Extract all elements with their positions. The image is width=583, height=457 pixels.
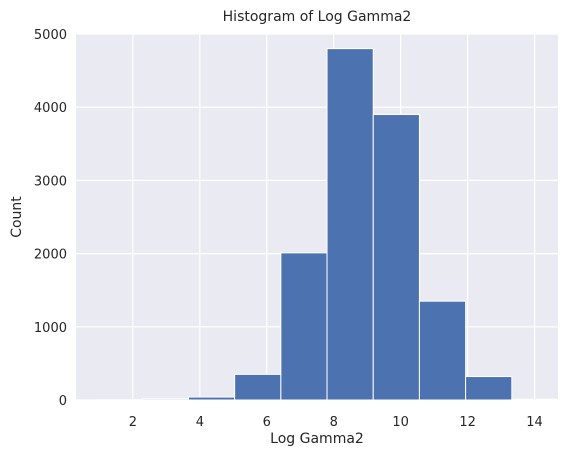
histogram-bar xyxy=(141,398,189,401)
y-tick-label: 1000 xyxy=(34,321,67,336)
x-tick-label: 8 xyxy=(330,415,338,430)
x-tick-label: 14 xyxy=(526,415,543,430)
y-axis-ticks: 0 1000 2000 3000 4000 5000 xyxy=(34,28,67,409)
histogram-bar xyxy=(465,376,513,401)
histogram-bar xyxy=(326,48,374,401)
x-axis-ticks: 2 4 6 8 10 12 14 xyxy=(129,415,543,430)
histogram-bar xyxy=(187,396,236,401)
y-tick-label: 5000 xyxy=(34,28,67,43)
x-tick-label: 6 xyxy=(263,415,271,430)
histogram-bar xyxy=(280,252,328,401)
histogram-bars xyxy=(95,48,559,401)
x-tick-label: 12 xyxy=(459,415,476,430)
y-tick-label: 0 xyxy=(59,394,67,409)
histogram-bar xyxy=(418,300,467,401)
x-axis-label: Log Gamma2 xyxy=(270,431,364,447)
y-tick-label: 4000 xyxy=(34,101,67,116)
histogram-bar xyxy=(511,398,559,401)
y-axis-label: Count xyxy=(9,196,25,238)
x-tick-label: 2 xyxy=(129,415,137,430)
x-tick-label: 10 xyxy=(392,415,409,430)
chart-title: Histogram of Log Gamma2 xyxy=(223,9,412,25)
y-tick-label: 2000 xyxy=(34,248,67,263)
histogram-bar xyxy=(372,114,420,401)
y-tick-label: 3000 xyxy=(34,174,67,189)
x-tick-label: 4 xyxy=(196,415,204,430)
histogram-bar xyxy=(234,373,282,401)
